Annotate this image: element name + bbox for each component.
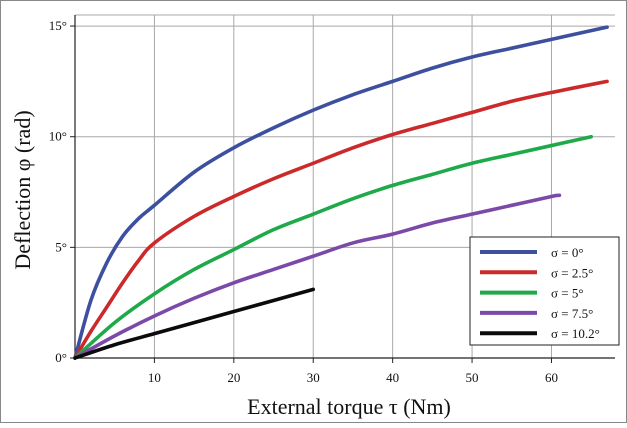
series-line-2	[73, 79, 609, 360]
series-line-3	[73, 134, 593, 360]
series-line-4	[73, 193, 562, 360]
legend: σ = 0° σ = 2.5° σ = 5° σ = 7.5° σ = 10.2°	[469, 236, 620, 346]
x-tick-label: 20	[227, 370, 240, 385]
series-line-5	[73, 287, 316, 360]
tick-labels: 10 20 30 40 50 60 0° 5° 10° 15°	[49, 18, 558, 385]
y-tick-label: 0°	[55, 350, 67, 365]
series-layer	[73, 25, 609, 360]
legend-label-5: σ = 10.2°	[551, 326, 600, 341]
y-tick-label: 10°	[49, 129, 67, 144]
legend-label-3: σ = 5°	[551, 286, 584, 301]
y-axis-title: Deflection φ (rad)	[10, 110, 35, 269]
legend-items: σ = 0° σ = 2.5° σ = 5° σ = 7.5° σ = 10.2°	[480, 245, 600, 341]
x-tick-label: 50	[466, 370, 479, 385]
series-line-1	[73, 25, 609, 360]
legend-label-4: σ = 7.5°	[551, 306, 593, 321]
x-tick-label: 10	[148, 370, 161, 385]
legend-label-2: σ = 2.5°	[551, 265, 593, 280]
y-tick-label: 5°	[55, 239, 67, 254]
y-tick-label: 15°	[49, 18, 67, 33]
x-tick-label: 30	[307, 370, 320, 385]
x-tick-label: 60	[545, 370, 558, 385]
legend-label-1: σ = 0°	[551, 245, 584, 260]
axes-layer	[70, 14, 615, 363]
x-tick-label: 40	[386, 370, 399, 385]
x-axis-title: External torque τ (Nm)	[247, 394, 451, 419]
